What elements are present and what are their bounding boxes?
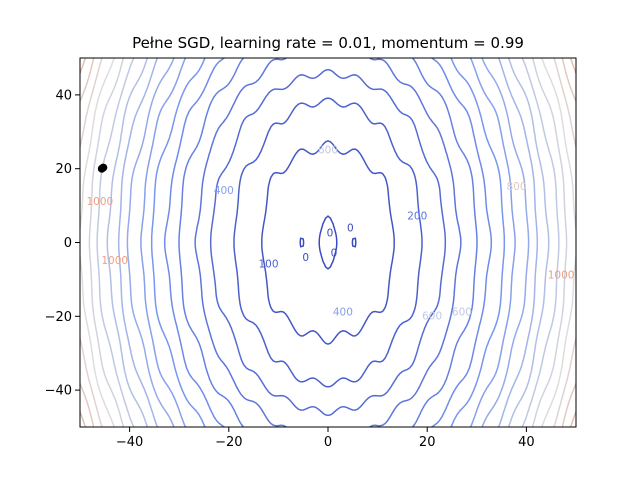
- chart-title: Pełne SGD, learning rate = 0.01, momentu…: [132, 34, 524, 52]
- contour-level-400: [140, 58, 516, 427]
- contour-label: 1000: [548, 270, 575, 282]
- contour-level-0: [299, 215, 357, 270]
- contour-label: 600: [318, 144, 338, 156]
- contour-level-50: [261, 140, 395, 345]
- contour-level-700: [80, 58, 576, 427]
- y-tick-label: −20: [45, 310, 72, 325]
- contour-level-550: [106, 58, 550, 427]
- contour-level-850: [80, 58, 576, 427]
- contour-label: 600: [452, 307, 472, 319]
- contour-label: 400: [333, 307, 353, 319]
- contour-level-650: [88, 58, 568, 427]
- x-tick-label: 20: [419, 435, 436, 450]
- x-tick-label: −40: [116, 435, 143, 450]
- contour-level-labels: 0 0 0 0 100 200 400 400 600 600 600 800 1000 1000 1000: [86, 144, 574, 322]
- trajectory-point: [97, 164, 106, 173]
- contour-label: 1000: [101, 255, 128, 267]
- contour-level-250: [178, 58, 478, 427]
- contour-label: 400: [214, 185, 234, 197]
- contour-level-500: [117, 58, 539, 427]
- contour-level-600: [96, 58, 560, 427]
- contour-level-100: [233, 97, 423, 388]
- contour-level-350: [150, 58, 506, 427]
- contour-level-150: [209, 68, 447, 417]
- y-tick-label: −40: [45, 384, 72, 399]
- x-tick-label: 40: [518, 435, 535, 450]
- contour-level-450: [126, 58, 530, 427]
- contour-level-200: [194, 58, 462, 427]
- optimizer-trajectory: [97, 163, 108, 173]
- contour-label: 600: [422, 310, 442, 322]
- contour-label: 1000: [86, 196, 113, 208]
- contour-label: 0: [347, 222, 354, 234]
- plot-frame: [79, 57, 577, 428]
- y-tick-label: 0: [64, 236, 72, 251]
- contour-label: 100: [258, 259, 278, 271]
- y-axis: −40 −20 0 20 40: [45, 88, 80, 399]
- contour-label: 800: [506, 181, 526, 193]
- contour-label: 0: [302, 252, 309, 264]
- contour-level-300: [163, 58, 493, 427]
- y-tick-label: 40: [55, 88, 72, 103]
- contour-label: 0: [327, 227, 334, 239]
- contour-label: 200: [407, 211, 427, 223]
- x-tick-label: −20: [215, 435, 242, 450]
- contour-level-800: [80, 58, 576, 427]
- x-tick-label: 0: [324, 435, 332, 450]
- x-axis: −40 −20 0 20 40: [116, 427, 535, 450]
- contour-label: 0: [331, 248, 338, 260]
- contour-level-750: [80, 58, 576, 427]
- contour-lines: [80, 58, 576, 427]
- y-tick-label: 20: [55, 162, 72, 177]
